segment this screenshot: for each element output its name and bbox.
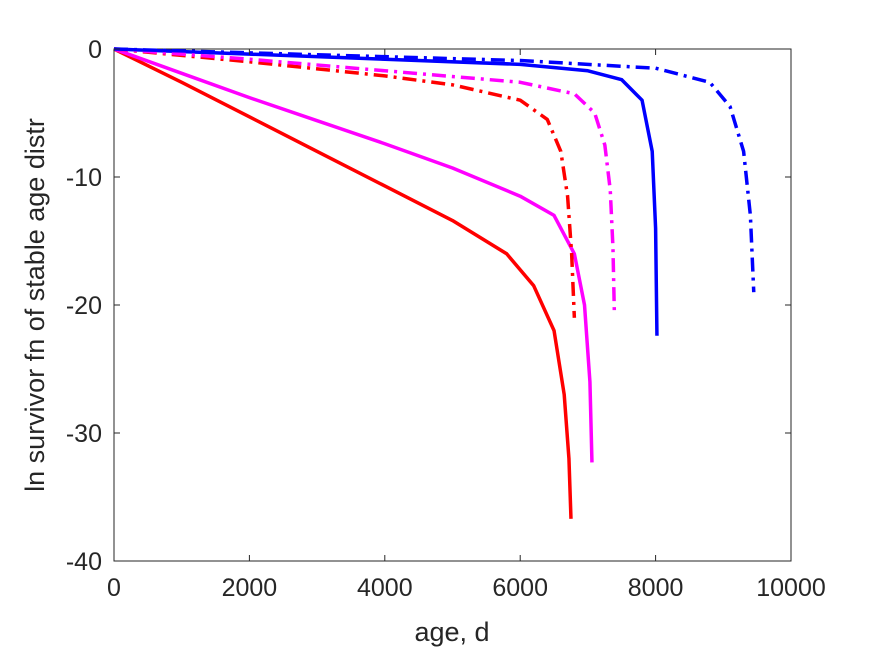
x-tick-label: 10000 <box>756 574 826 602</box>
y-tick-label: -10 <box>66 164 102 192</box>
x-tick-label: 4000 <box>357 574 413 602</box>
x-tick-label: 6000 <box>492 574 548 602</box>
plot-area <box>113 48 792 562</box>
series-line-1 <box>113 47 573 519</box>
y-tick-label: -30 <box>66 420 102 448</box>
y-axis-label: ln survivor fn of stable age distr <box>20 118 50 492</box>
series-line-6 <box>113 47 756 293</box>
tick-layer: 0 2000 4000 6000 8000 10000 -40 -30 -20 -10 0 <box>66 36 826 602</box>
x-axis-label: age, d <box>414 617 489 647</box>
y-tick-label: -20 <box>66 292 102 320</box>
series-line-3 <box>113 47 659 336</box>
series-line-4 <box>113 47 577 318</box>
series-layer <box>113 47 756 519</box>
series-line-5 <box>113 47 617 311</box>
x-tick-label: 8000 <box>628 574 684 602</box>
y-tick-label: 0 <box>88 36 102 64</box>
y-tick-label: -40 <box>66 548 102 576</box>
series-line-2 <box>113 47 594 463</box>
x-tick-label: 0 <box>107 574 121 602</box>
x-tick-label: 2000 <box>222 574 278 602</box>
